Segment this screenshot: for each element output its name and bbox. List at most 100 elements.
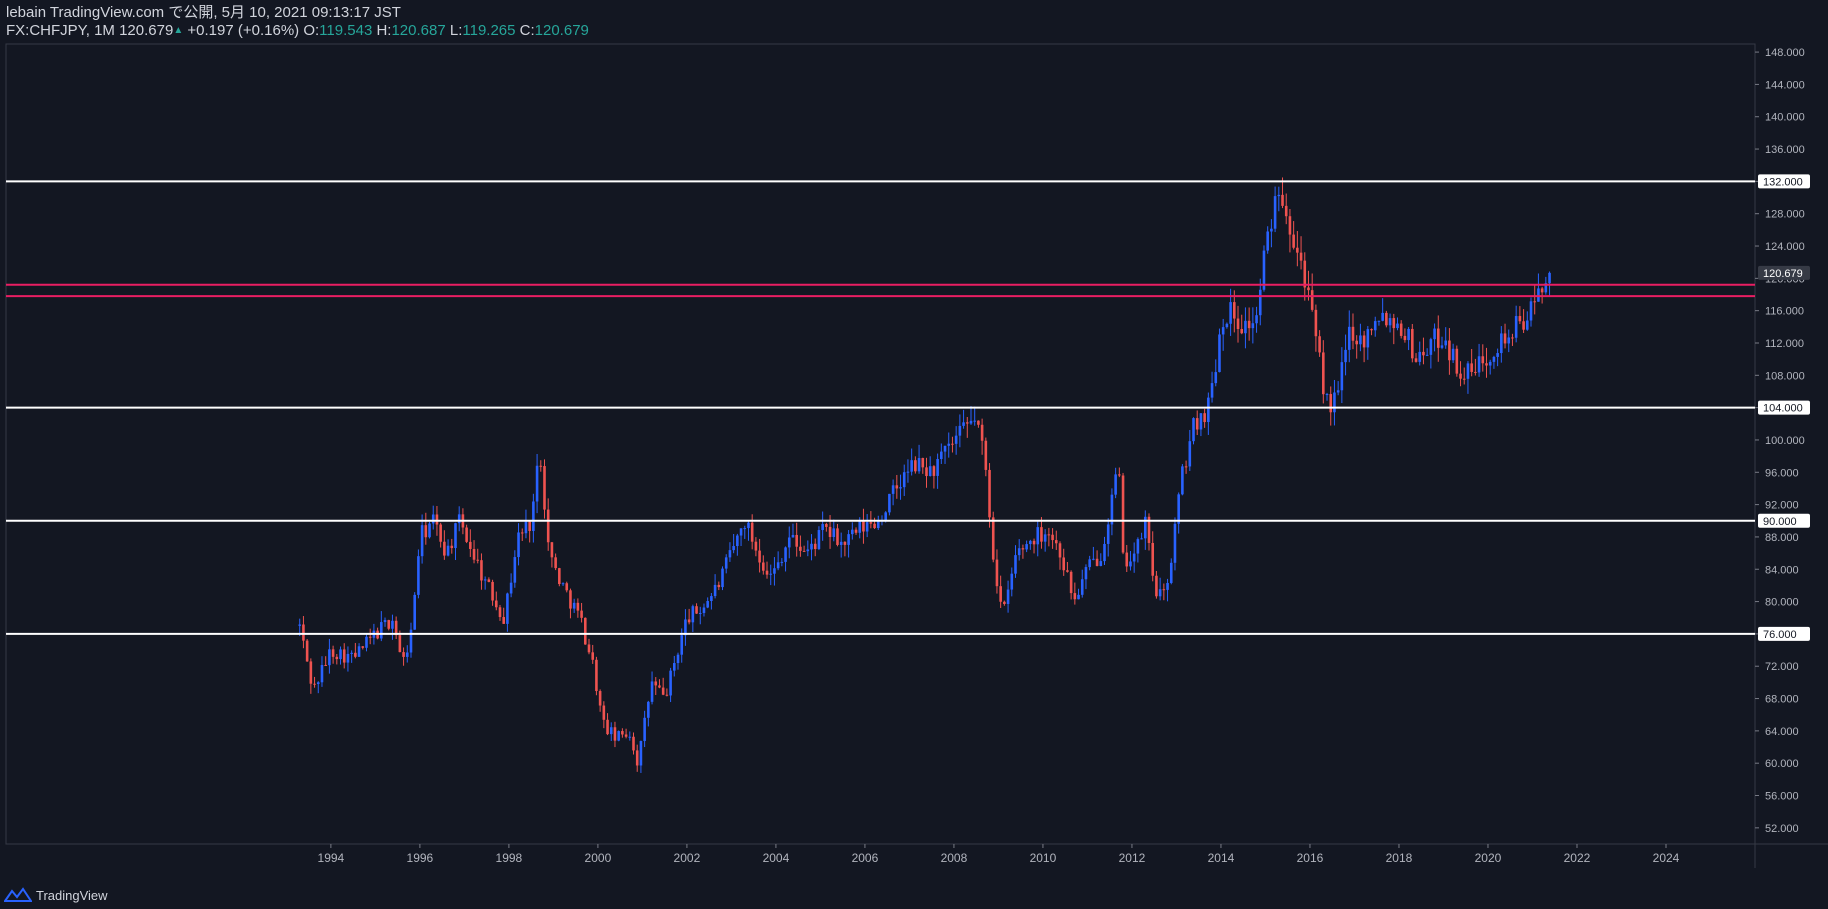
candle-body bbox=[394, 620, 398, 636]
candle-body bbox=[669, 670, 672, 696]
candle-body bbox=[810, 543, 813, 550]
candle-body bbox=[1444, 340, 1447, 346]
candle-body bbox=[632, 736, 635, 751]
candle-body bbox=[1455, 348, 1459, 374]
price-tick-label: 100.000 bbox=[1765, 435, 1805, 447]
candle-body bbox=[487, 579, 491, 582]
candle-body bbox=[1318, 336, 1321, 353]
candle-body bbox=[947, 443, 951, 446]
candle-body bbox=[342, 649, 346, 663]
candle-body bbox=[431, 514, 435, 524]
candle-body bbox=[1192, 418, 1195, 442]
candle-body bbox=[899, 487, 902, 489]
candle-body bbox=[865, 522, 869, 532]
candle-body bbox=[580, 610, 583, 618]
candle-body bbox=[635, 750, 639, 766]
candle-body bbox=[1143, 516, 1147, 539]
candle-body bbox=[1032, 540, 1036, 545]
candle-body bbox=[1344, 349, 1347, 363]
candle-body bbox=[958, 425, 962, 436]
candle-body bbox=[1377, 320, 1381, 322]
candle-body bbox=[936, 458, 939, 476]
candle-body bbox=[476, 559, 480, 561]
candle-body bbox=[443, 541, 446, 556]
candle-body bbox=[335, 656, 339, 660]
candle-body bbox=[743, 528, 747, 530]
candle-body bbox=[1210, 383, 1214, 398]
candle-body bbox=[324, 665, 327, 667]
open-label: O: bbox=[303, 22, 320, 39]
tradingview-branding[interactable]: TradingView bbox=[4, 887, 108, 903]
candle-body bbox=[1540, 288, 1544, 293]
candle-body bbox=[494, 600, 498, 608]
candle-body bbox=[1177, 494, 1180, 524]
candle-body bbox=[1385, 312, 1388, 326]
candle-body bbox=[539, 465, 543, 467]
candle-body bbox=[639, 741, 643, 766]
candle-body bbox=[1414, 358, 1418, 362]
price-tick-label: 116.000 bbox=[1765, 306, 1804, 318]
candle-body bbox=[1503, 333, 1507, 344]
candle-body bbox=[932, 466, 936, 476]
candle-body bbox=[628, 736, 632, 738]
time-tick-label: 2010 bbox=[1030, 851, 1057, 865]
candle-body bbox=[995, 559, 999, 587]
candle-body bbox=[1051, 534, 1054, 541]
candle-body bbox=[643, 717, 646, 742]
brand-name: TradingView bbox=[36, 887, 108, 903]
time-tick-label: 2008 bbox=[941, 851, 968, 865]
symbol-name[interactable]: FX:CHFJPY, 1M bbox=[6, 22, 115, 39]
candle-body bbox=[1169, 562, 1173, 583]
candle-body bbox=[1203, 413, 1206, 423]
candle-body bbox=[1069, 571, 1073, 594]
candle-body bbox=[1162, 589, 1166, 591]
candle-body bbox=[1040, 527, 1043, 542]
candle-body bbox=[828, 526, 832, 537]
candle-body bbox=[1347, 326, 1351, 350]
candle-body bbox=[1244, 320, 1247, 334]
candle-body bbox=[687, 619, 691, 623]
candle-body bbox=[1440, 345, 1444, 348]
candle-body bbox=[1381, 312, 1384, 321]
level-price-label-background bbox=[1758, 174, 1810, 189]
candle-body bbox=[558, 568, 561, 585]
candle-body bbox=[491, 581, 494, 601]
candle-body bbox=[940, 451, 943, 459]
candle-body bbox=[795, 534, 798, 547]
price-tick-label: 96.000 bbox=[1765, 467, 1799, 479]
candle-body bbox=[328, 649, 331, 666]
candle-body bbox=[1518, 316, 1522, 322]
candle-body bbox=[832, 528, 836, 537]
candle-body bbox=[1129, 561, 1132, 567]
candle-body bbox=[1336, 390, 1340, 393]
price-tick-label: 80.000 bbox=[1765, 597, 1799, 609]
candle-body bbox=[739, 528, 743, 536]
candle-body bbox=[420, 525, 424, 557]
candle-body bbox=[1047, 534, 1051, 536]
candle-body bbox=[409, 629, 413, 653]
candle-body bbox=[1181, 466, 1184, 495]
candle-body bbox=[532, 501, 535, 531]
candle-body bbox=[1184, 466, 1188, 468]
candle-body bbox=[454, 523, 457, 549]
candle-body bbox=[1140, 538, 1143, 540]
close-label: C: bbox=[519, 22, 535, 39]
candle-body bbox=[565, 583, 569, 591]
candle-body bbox=[331, 649, 335, 657]
candle-body bbox=[1366, 329, 1370, 348]
candle-body bbox=[1221, 327, 1225, 335]
candle-body bbox=[1136, 539, 1140, 554]
candle-body bbox=[951, 443, 954, 445]
candle-body bbox=[1544, 283, 1548, 293]
candle-body bbox=[1303, 260, 1307, 288]
candle-body bbox=[1058, 543, 1062, 558]
candle-body bbox=[806, 549, 810, 552]
level-price-label: 132.000 bbox=[1763, 176, 1803, 188]
high-label: H: bbox=[376, 22, 392, 39]
candle-body bbox=[1370, 329, 1373, 331]
close-value: 120.679 bbox=[534, 22, 589, 39]
low-value: 119.265 bbox=[462, 22, 516, 39]
candle-body bbox=[1062, 557, 1066, 571]
candle-body bbox=[762, 562, 765, 571]
